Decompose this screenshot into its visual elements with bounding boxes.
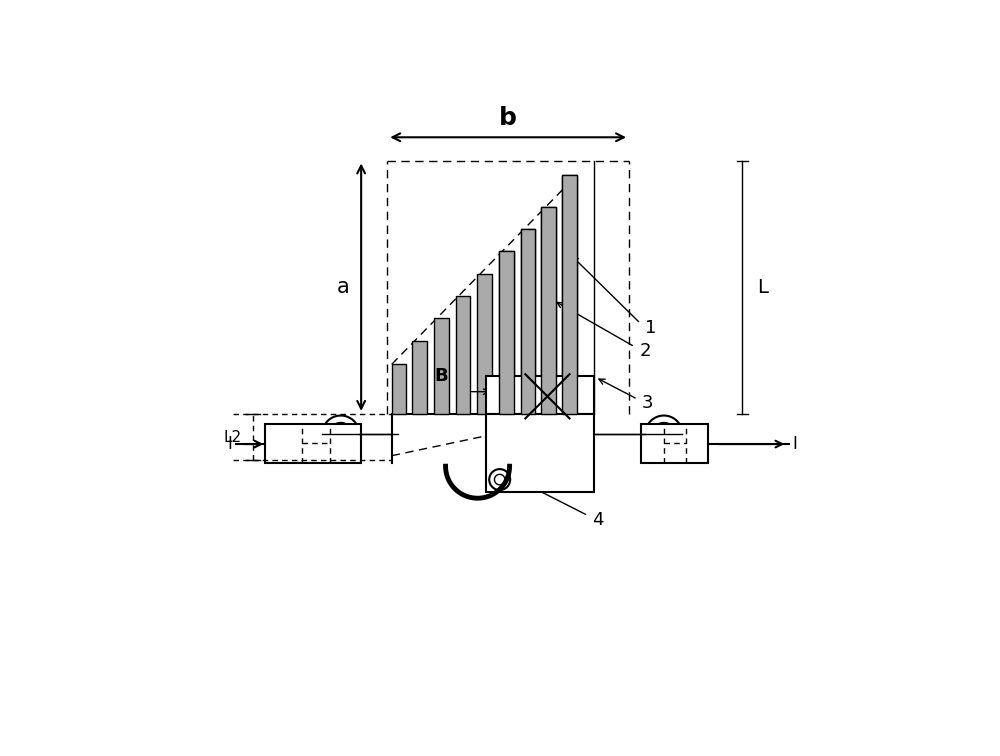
Bar [434, 318, 449, 414]
Text: I: I [228, 435, 233, 453]
Bar [477, 274, 492, 414]
Bar [541, 207, 556, 414]
Text: B: B [435, 367, 448, 385]
Text: L2: L2 [224, 429, 242, 445]
Bar [521, 229, 535, 414]
Text: a: a [337, 277, 350, 297]
Text: 1: 1 [645, 318, 657, 336]
Bar [392, 364, 406, 414]
Bar [562, 175, 577, 414]
Text: A: A [496, 383, 510, 401]
Bar [265, 423, 361, 463]
Bar [541, 207, 556, 414]
Bar [499, 252, 514, 414]
Bar [486, 414, 594, 492]
Text: 2: 2 [639, 342, 651, 360]
Bar [456, 296, 470, 414]
Bar [521, 229, 535, 414]
Bar [412, 341, 427, 414]
Bar [562, 175, 577, 414]
Text: b: b [499, 107, 517, 130]
Text: 4: 4 [592, 511, 603, 529]
Bar [641, 423, 708, 463]
Text: 3: 3 [642, 395, 653, 412]
Text: L: L [757, 277, 768, 296]
Bar [499, 252, 514, 414]
Text: I: I [792, 435, 797, 453]
Bar [486, 376, 594, 414]
